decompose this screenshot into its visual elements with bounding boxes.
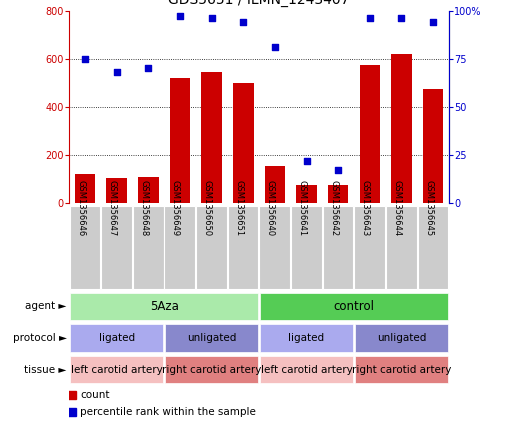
Point [366, 15, 374, 22]
Text: GSM1356647: GSM1356647 [108, 180, 117, 236]
Bar [70, 356, 163, 383]
Bar [423, 90, 443, 203]
Bar [260, 206, 290, 289]
Bar [354, 206, 385, 289]
Bar [228, 206, 259, 289]
Bar [165, 324, 258, 352]
Bar [165, 356, 258, 383]
Text: protocol ►: protocol ► [13, 333, 67, 343]
Text: GSM1356644: GSM1356644 [392, 180, 401, 236]
Bar [106, 178, 127, 203]
Bar [291, 206, 322, 289]
Text: agent ►: agent ► [25, 301, 67, 311]
Text: GSM1356651: GSM1356651 [234, 180, 243, 236]
Point [302, 157, 310, 164]
Point [397, 15, 405, 22]
Bar [70, 324, 163, 352]
Point [334, 167, 342, 174]
Bar [386, 206, 417, 289]
Text: unligated: unligated [377, 333, 426, 343]
Bar [233, 83, 253, 203]
Bar [323, 206, 353, 289]
Bar [260, 356, 353, 383]
Bar [170, 78, 190, 203]
Bar [133, 206, 164, 289]
Text: count: count [80, 390, 109, 400]
Point [144, 65, 152, 72]
Text: ligated: ligated [288, 333, 325, 343]
Bar [260, 293, 448, 320]
Text: percentile rank within the sample: percentile rank within the sample [80, 407, 256, 418]
Bar [165, 206, 195, 289]
Point [176, 13, 184, 20]
Bar [75, 174, 95, 203]
Bar [196, 206, 227, 289]
Text: GSM1356643: GSM1356643 [361, 180, 370, 236]
Text: right carotid artery: right carotid artery [162, 365, 261, 375]
Text: tissue ►: tissue ► [24, 365, 67, 375]
Text: left carotid artery: left carotid artery [261, 365, 352, 375]
Bar [70, 206, 100, 289]
Bar [201, 72, 222, 203]
Point [81, 55, 89, 62]
Title: GDS5651 / ILMN_1243407: GDS5651 / ILMN_1243407 [168, 0, 350, 7]
Bar [391, 55, 412, 203]
Bar [360, 66, 380, 203]
Bar [418, 206, 448, 289]
Text: GSM1356641: GSM1356641 [298, 180, 306, 236]
Text: 5Aza: 5Aza [150, 300, 179, 313]
Text: control: control [333, 300, 374, 313]
Bar [265, 166, 285, 203]
Bar [138, 177, 159, 203]
Text: right carotid artery: right carotid artery [352, 365, 451, 375]
Text: GSM1356649: GSM1356649 [171, 180, 180, 236]
Text: unligated: unligated [187, 333, 236, 343]
Bar [355, 324, 448, 352]
Text: ligated: ligated [98, 333, 135, 343]
Text: GSM1356650: GSM1356650 [203, 180, 211, 236]
Bar [296, 185, 317, 203]
Text: GSM1356642: GSM1356642 [329, 180, 338, 236]
Point [207, 15, 215, 22]
Bar [328, 185, 348, 203]
Text: left carotid artery: left carotid artery [71, 365, 163, 375]
Bar [70, 293, 258, 320]
Text: GSM1356648: GSM1356648 [140, 180, 148, 236]
Point [113, 69, 121, 76]
Bar [101, 206, 132, 289]
Bar [260, 324, 353, 352]
Point [271, 44, 279, 50]
Text: GSM1356645: GSM1356645 [424, 180, 433, 236]
Text: GSM1356640: GSM1356640 [266, 180, 275, 236]
Point [429, 19, 437, 25]
Bar [355, 356, 448, 383]
Text: GSM1356646: GSM1356646 [76, 180, 85, 236]
Point [239, 19, 247, 25]
